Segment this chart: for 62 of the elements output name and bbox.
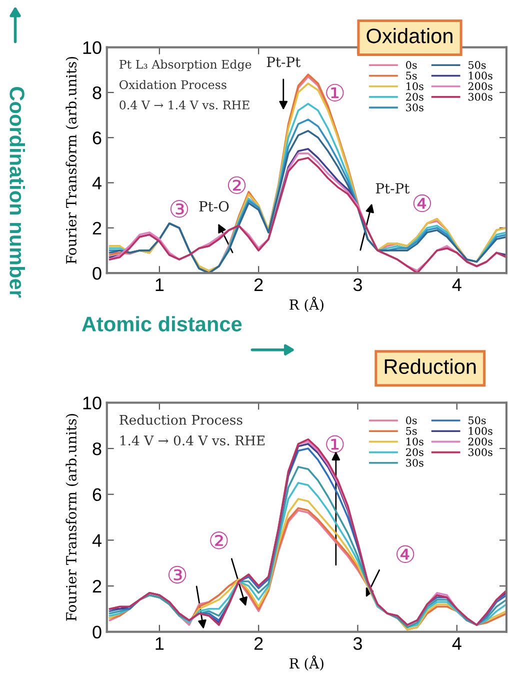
- annotation: Pt-Pt: [266, 56, 301, 68]
- x-tick-label: 3: [353, 637, 362, 650]
- annotation: Pt-Pt: [376, 183, 410, 194]
- legend-label: 0s: [406, 61, 417, 69]
- y-tick-label: 10: [83, 396, 102, 410]
- annotation: ③: [170, 200, 188, 218]
- annotation: Reduction Process: [120, 414, 242, 425]
- y-tick-label: 8: [92, 86, 102, 100]
- annotation: ④: [396, 545, 414, 563]
- chart-title: Reduction: [384, 358, 476, 374]
- legend-label: 10s: [406, 82, 424, 90]
- annotation: ②: [228, 176, 246, 194]
- x-tick-label: 3: [353, 278, 362, 292]
- legend-label: 300s: [468, 448, 492, 456]
- text: Coordination number: [10, 87, 25, 298]
- legend-label: 50s: [468, 61, 486, 69]
- y-tick-label: 4: [92, 176, 102, 190]
- legend-label: 200s: [468, 438, 492, 446]
- x-axis-title: R (Å): [290, 656, 324, 671]
- legend-label: 5s: [406, 427, 417, 435]
- annotation: Pt-O: [199, 201, 229, 212]
- legend-label: 100s: [468, 72, 492, 80]
- y-tick-label: 4: [92, 534, 102, 547]
- annotation: 0.4 V → 1.4 V vs. RHE: [120, 100, 250, 110]
- legend-label: 30s: [406, 103, 424, 112]
- y-tick-label: 10: [83, 41, 102, 54]
- y-tick-label: 2: [92, 580, 102, 593]
- legend-label: 20s: [406, 448, 424, 456]
- y-tick-label: 8: [92, 442, 102, 456]
- legend-label: 20s: [406, 92, 424, 101]
- x-tick-label: 2: [254, 637, 263, 650]
- x-axis-title: R (Å): [290, 296, 324, 312]
- legend-label: 10s: [406, 438, 424, 446]
- x-tick-label: 2: [254, 278, 263, 291]
- y-axis-title: Fourier Transform (arb.units): [66, 414, 78, 621]
- legend-label: 0s: [406, 416, 417, 424]
- y-tick-label: 0: [92, 266, 102, 280]
- annotation: Oxidation Process: [120, 80, 226, 90]
- y-tick-label: 6: [92, 132, 102, 144]
- annotation: ④: [413, 194, 432, 212]
- legend-label: 200s: [468, 82, 492, 90]
- x-tick-label: 4: [452, 278, 462, 291]
- x-tick-label: 4: [452, 637, 462, 650]
- legend-label: 30s: [406, 458, 424, 467]
- legend-label: 100s: [468, 427, 492, 435]
- y-tick-label: 2: [92, 222, 102, 234]
- annotation: ③: [168, 566, 186, 584]
- legend-label: 300s: [468, 92, 492, 101]
- legend-label: 5s: [406, 72, 417, 80]
- x-tick-label: 1: [156, 278, 164, 291]
- annotation: ②: [210, 532, 228, 550]
- x-tick-label: 1: [156, 637, 164, 650]
- y-tick-label: 6: [92, 488, 102, 502]
- annotation: Pt L₃ Absorption Edge: [120, 60, 252, 72]
- y-axis-title: Fourier Transform (arb.units): [66, 56, 78, 264]
- chart-title: Oxidation: [366, 28, 452, 44]
- text: Atomic distance: [82, 316, 242, 332]
- annotation: ①: [326, 435, 344, 453]
- legend-label: 50s: [468, 416, 486, 424]
- annotation: 1.4 V → 0.4 V vs. RHE: [120, 435, 265, 446]
- y-tick-label: 0: [92, 626, 102, 639]
- annotation: ①: [326, 84, 344, 102]
